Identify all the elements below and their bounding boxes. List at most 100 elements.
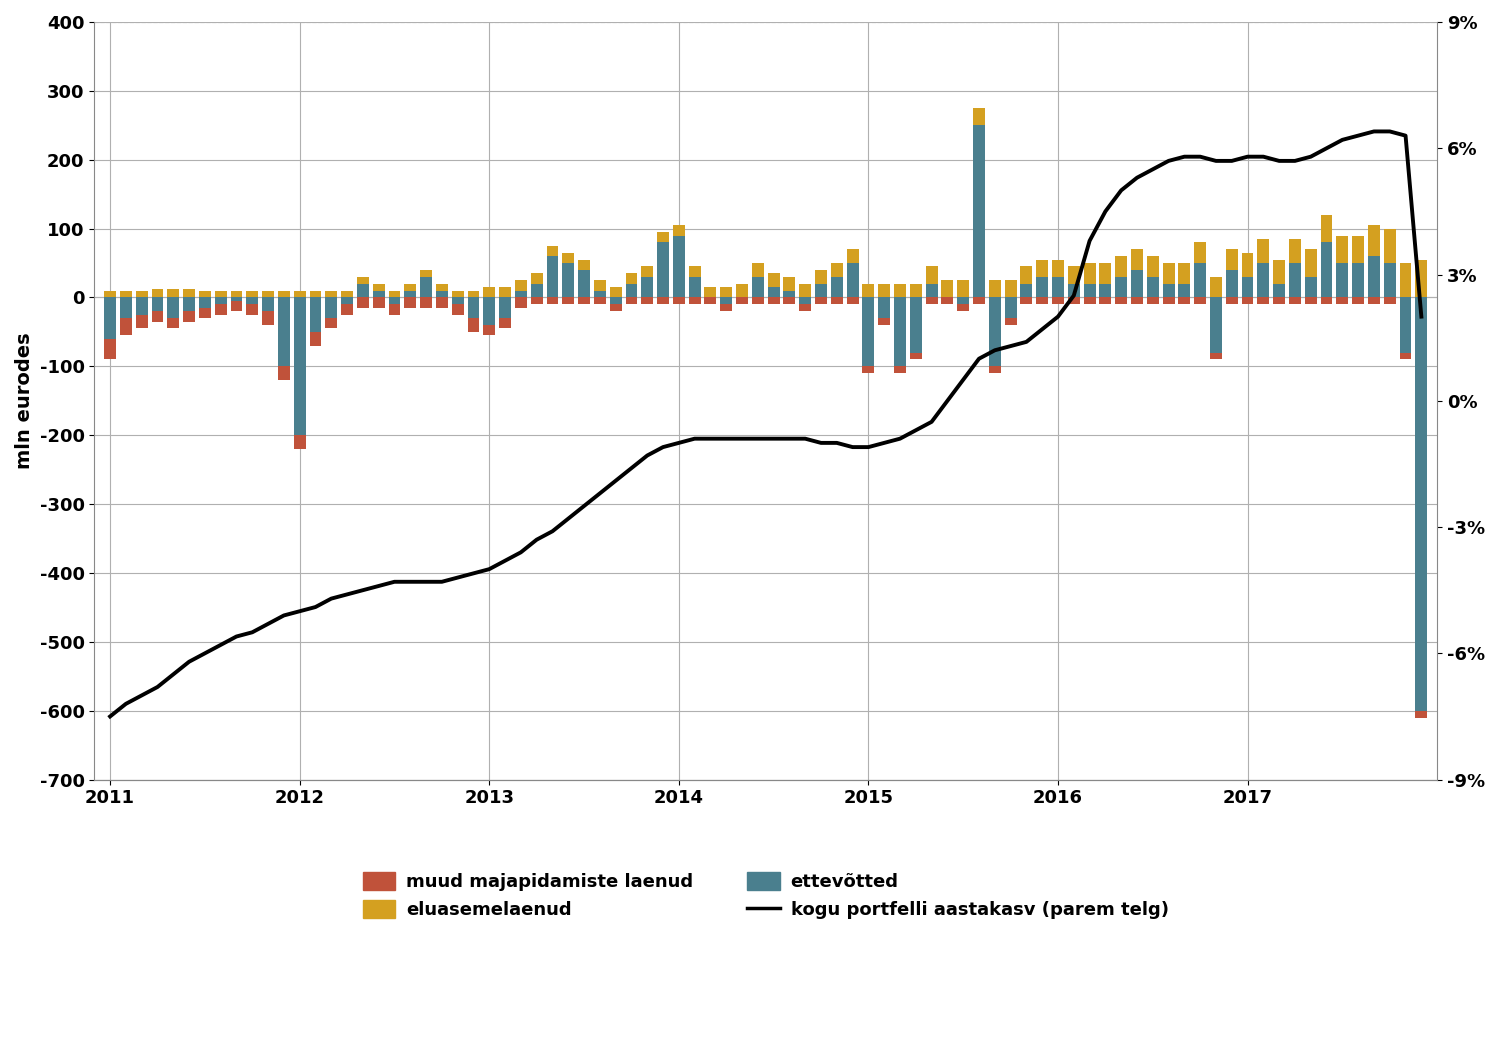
Bar bbox=[340, 304, 352, 315]
Bar bbox=[879, 284, 890, 298]
Bar bbox=[340, 298, 352, 304]
Legend: muud majapidamiste laenud, eluasemelaenud, ettevõtted, kogu portfelli aastakasv : muud majapidamiste laenud, eluasemelaenu… bbox=[356, 865, 1176, 927]
Bar bbox=[120, 290, 132, 298]
Bar bbox=[862, 366, 874, 373]
Bar bbox=[1305, 298, 1317, 304]
Bar bbox=[626, 274, 638, 284]
Bar bbox=[609, 287, 621, 298]
Bar bbox=[957, 304, 969, 311]
Bar bbox=[388, 298, 400, 304]
Bar bbox=[294, 298, 306, 436]
Bar bbox=[894, 298, 906, 366]
Bar bbox=[1352, 236, 1364, 263]
Bar bbox=[500, 287, 512, 298]
Bar bbox=[736, 284, 748, 298]
Bar bbox=[1194, 298, 1206, 304]
Bar bbox=[420, 277, 432, 298]
Bar bbox=[1100, 263, 1112, 284]
Bar bbox=[1242, 252, 1254, 277]
Bar bbox=[436, 290, 448, 298]
Bar bbox=[546, 246, 558, 257]
Bar bbox=[1036, 277, 1048, 298]
Bar bbox=[626, 284, 638, 298]
Bar bbox=[1162, 284, 1174, 298]
Bar bbox=[688, 266, 700, 277]
Bar bbox=[1005, 318, 1017, 325]
Bar bbox=[1257, 263, 1269, 298]
Bar bbox=[546, 257, 558, 298]
Bar bbox=[104, 290, 116, 298]
Bar bbox=[1368, 298, 1380, 304]
Bar bbox=[309, 298, 321, 332]
Bar bbox=[468, 318, 480, 332]
Bar bbox=[214, 304, 226, 315]
Bar bbox=[736, 298, 748, 304]
Bar bbox=[752, 298, 764, 304]
Bar bbox=[1179, 284, 1191, 298]
Bar bbox=[1384, 228, 1395, 263]
Bar bbox=[262, 311, 274, 325]
Bar bbox=[135, 298, 147, 315]
Bar bbox=[357, 284, 369, 298]
Bar bbox=[1068, 266, 1080, 284]
Bar bbox=[200, 308, 211, 318]
Bar bbox=[1336, 236, 1348, 263]
Bar bbox=[942, 280, 954, 298]
Bar bbox=[152, 311, 164, 322]
Bar bbox=[688, 298, 700, 304]
Bar bbox=[340, 290, 352, 298]
Bar bbox=[183, 311, 195, 322]
Bar bbox=[926, 266, 938, 284]
Bar bbox=[278, 366, 290, 380]
Bar bbox=[500, 318, 512, 328]
Bar bbox=[609, 304, 621, 311]
Bar bbox=[815, 298, 827, 304]
Bar bbox=[1005, 280, 1017, 298]
Bar bbox=[1288, 263, 1300, 298]
Bar bbox=[372, 298, 384, 308]
Bar bbox=[246, 298, 258, 304]
Bar bbox=[214, 298, 226, 304]
Bar bbox=[642, 266, 652, 277]
Bar bbox=[1083, 284, 1095, 298]
Bar bbox=[388, 304, 400, 315]
Bar bbox=[1242, 277, 1254, 298]
Bar bbox=[988, 366, 1000, 373]
Bar bbox=[752, 277, 764, 298]
Bar bbox=[815, 270, 827, 284]
Bar bbox=[1320, 215, 1332, 242]
Bar bbox=[642, 298, 652, 304]
Bar bbox=[294, 290, 306, 298]
Bar bbox=[1400, 263, 1411, 298]
Bar bbox=[846, 263, 858, 298]
Bar bbox=[309, 332, 321, 346]
Bar bbox=[783, 298, 795, 304]
Bar bbox=[657, 298, 669, 304]
Bar bbox=[546, 298, 558, 304]
Bar bbox=[405, 298, 416, 308]
Bar bbox=[183, 289, 195, 298]
Bar bbox=[1400, 298, 1411, 352]
Bar bbox=[862, 298, 874, 366]
Bar bbox=[452, 298, 464, 304]
Bar bbox=[405, 284, 416, 290]
Bar bbox=[926, 298, 938, 304]
Bar bbox=[578, 270, 590, 298]
Bar bbox=[1068, 284, 1080, 298]
Bar bbox=[262, 298, 274, 311]
Bar bbox=[705, 287, 717, 298]
Bar bbox=[1288, 239, 1300, 263]
Bar bbox=[831, 277, 843, 298]
Bar bbox=[1288, 298, 1300, 304]
Bar bbox=[357, 277, 369, 284]
Bar bbox=[1242, 298, 1254, 304]
Bar bbox=[594, 280, 606, 290]
Bar bbox=[846, 298, 858, 304]
Bar bbox=[1100, 284, 1112, 298]
Bar bbox=[372, 284, 384, 290]
Bar bbox=[152, 289, 164, 298]
Bar bbox=[674, 236, 684, 298]
Bar bbox=[200, 290, 211, 298]
Bar bbox=[720, 304, 732, 311]
Bar bbox=[988, 280, 1000, 298]
